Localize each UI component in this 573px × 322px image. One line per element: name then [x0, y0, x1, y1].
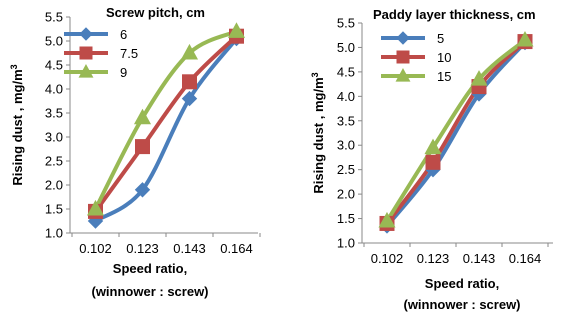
x-axis-label-line2: (winnower : screw)	[91, 284, 208, 299]
y-tick-label: 2.5	[337, 162, 355, 177]
x-tick-label: 0.102	[79, 241, 112, 256]
chart-1: 1.0 1.5 2.0 2.5 3.0 3.5 4.0 4.5 5.0 5.5 0.102 0.123…	[9, 5, 261, 299]
y-tick-label: 1.5	[337, 211, 355, 226]
series-line-9	[93, 29, 239, 211]
data-point-6	[181, 90, 198, 107]
legend-marker-7.5	[79, 46, 93, 60]
legend-label-9: 9	[120, 65, 127, 80]
data-point-9	[180, 43, 199, 60]
y-tick-label: 2.5	[45, 154, 63, 169]
legend-label-5: 5	[437, 31, 444, 46]
x-tick-label: 0.164	[220, 241, 253, 256]
y-tick-label: 4.0	[337, 89, 355, 104]
y-tick-label: 2.0	[45, 178, 63, 193]
x-tick-label: 0.143	[463, 251, 496, 266]
y-tick-label: 4.5	[45, 58, 63, 73]
y-axis-label-text: Rising dust , mg/m	[311, 77, 326, 193]
x-tick-label: 0.102	[371, 251, 404, 266]
legend-title: Paddy layer thickness, cm	[373, 7, 536, 22]
y-tick-label: 1.0	[45, 226, 63, 241]
legend-marker-6	[79, 27, 93, 41]
legend-marker-15	[395, 68, 411, 82]
y-tick-label: 5.5	[45, 10, 63, 25]
legend-label-15: 15	[437, 69, 451, 84]
data-point-9	[227, 22, 246, 38]
y-tick-label: 2.0	[337, 187, 355, 202]
data-point-6	[134, 182, 151, 198]
series-line-7.5	[93, 34, 239, 214]
series-line-10	[385, 39, 527, 226]
data-point-15	[516, 31, 534, 47]
legend-label-7.5: 7.5	[120, 46, 138, 61]
data-point-7.5	[182, 74, 197, 90]
legend-label-10: 10	[437, 50, 451, 65]
legend-marker-9	[78, 64, 94, 78]
legend-marker-5	[396, 31, 410, 45]
y-tick-label: 5.5	[337, 16, 355, 31]
y-axis-label-text: Rising dust , mg/m	[10, 69, 25, 185]
y-tick-label: 3.5	[45, 106, 63, 121]
data-point-7.5	[135, 139, 150, 155]
series-line-15	[385, 38, 527, 223]
legend-label-6: 6	[120, 27, 127, 42]
y-tick-label: 4.0	[45, 82, 63, 97]
y-tick-label: 1.5	[45, 202, 63, 217]
data-point-9	[86, 199, 105, 216]
y-tick-label: 3.0	[45, 130, 63, 145]
x-tick-label: 0.143	[173, 241, 206, 256]
y-tick-label: 1.0	[337, 236, 355, 251]
y-axis-label: Rising dust , mg/m3	[9, 64, 25, 185]
y-axis-label-superscript: 3	[310, 72, 320, 77]
data-point-15	[470, 70, 488, 86]
legend-title: Screw pitch, cm	[106, 5, 205, 20]
x-tick-label: 0.123	[126, 241, 159, 256]
y-tick-label: 3.0	[337, 138, 355, 153]
y-tick-label: 5.0	[337, 40, 355, 55]
y-tick-label: 3.5	[337, 113, 355, 128]
chart-2: 1.0 1.5 2.0 2.5 3.0 3.5 4.0 4.5 5.0 5.5 0.102 0.123…	[310, 7, 553, 312]
data-point-10	[425, 154, 441, 170]
series-line-5	[385, 40, 527, 228]
y-axis-label: Rising dust , mg/m3	[310, 72, 326, 193]
x-axis-label: Speed ratio,	[425, 276, 499, 291]
y-axis-label-superscript: 3	[9, 64, 19, 69]
legend-marker-10	[396, 50, 410, 64]
x-tick-label: 0.123	[417, 251, 450, 266]
data-point-15	[424, 138, 442, 155]
data-point-15	[378, 211, 396, 228]
y-tick-label: 4.5	[337, 64, 355, 79]
data-point-9	[133, 108, 152, 125]
x-tick-label: 0.164	[509, 251, 542, 266]
x-axis-label-line2: (winnower : screw)	[403, 297, 520, 312]
x-axis-label: Speed ratio,	[113, 261, 187, 276]
series-line-6	[93, 36, 239, 223]
y-tick-label: 5.0	[45, 34, 63, 49]
